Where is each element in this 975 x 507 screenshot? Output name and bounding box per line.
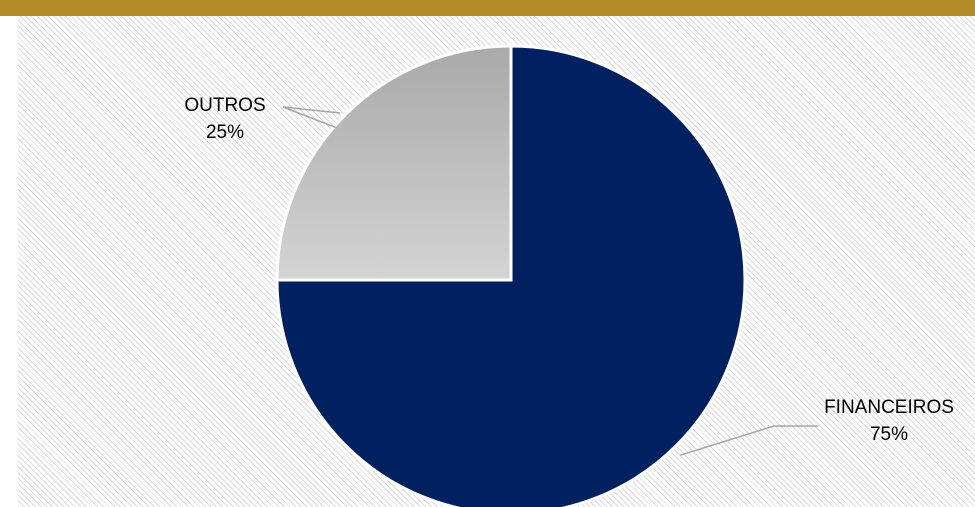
chart-area: OUTROS 25% FINANCEIROS 75%: [18, 16, 975, 507]
slice-outros: [277, 46, 511, 280]
label-outros-name: OUTROS: [184, 95, 265, 116]
left-margin: [0, 16, 18, 507]
header-bar: [0, 0, 975, 16]
label-financeiros-pct: 75%: [870, 424, 908, 445]
label-outros-pct: 25%: [206, 122, 244, 143]
pie-slices: [277, 46, 745, 507]
leader-line-financeiros: [680, 426, 818, 455]
leader-line-outros: [283, 107, 340, 128]
pie-chart: OUTROS 25% FINANCEIROS 75%: [18, 16, 975, 507]
label-financeiros-name: FINANCEIROS: [824, 397, 954, 418]
